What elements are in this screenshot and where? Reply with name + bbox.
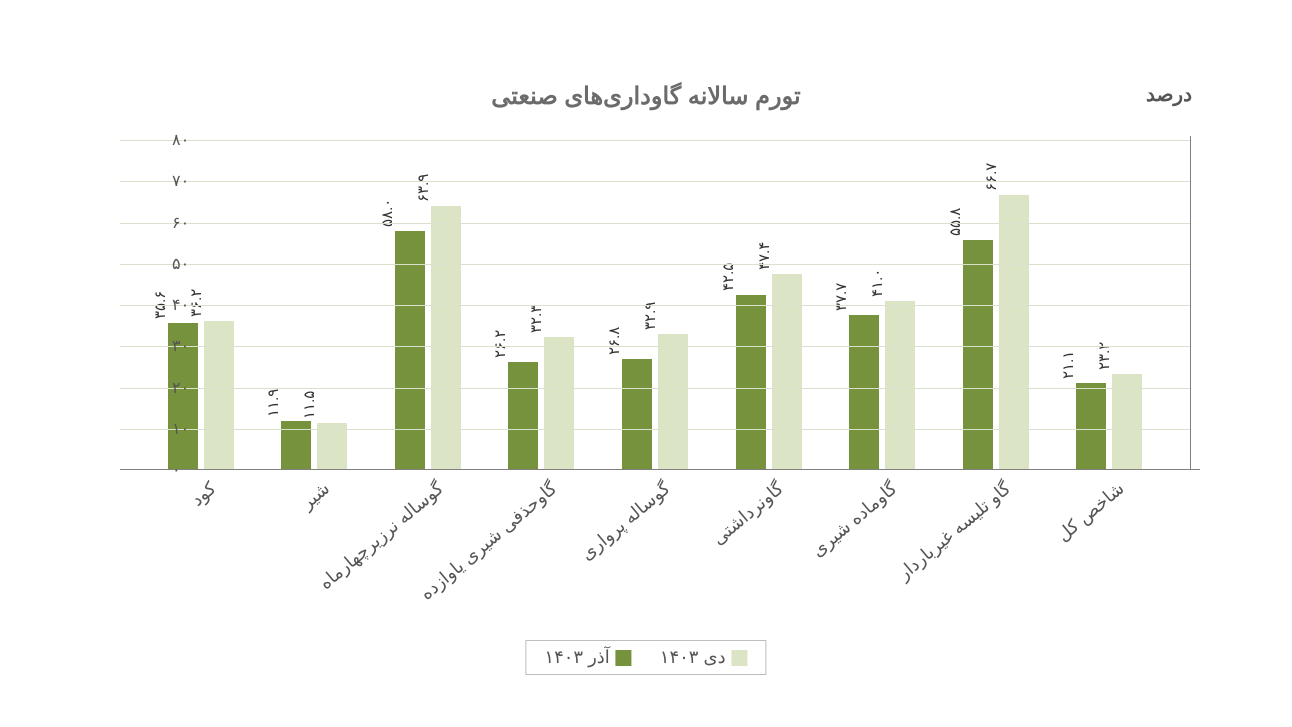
y-tick-label: ۸۰ [172, 130, 212, 150]
legend-swatch-azar [616, 650, 632, 666]
bar-value-label: ۲۱.۱ [1059, 351, 1077, 379]
bar-value-label: ۶۶.۷ [982, 163, 1000, 191]
category-label: گوساله پرواری [577, 478, 675, 565]
chart-canvas: تورم سالانه گاوداری‌های صنعتی درصد ۲۳.۲۲… [0, 0, 1292, 727]
legend: دی ۱۴۰۳ آذر ۱۴۰۳ [525, 640, 766, 675]
bar: ۲۱.۱ [1076, 383, 1106, 470]
legend-item-dey: دی ۱۴۰۳ [660, 647, 748, 668]
y-tick-label: ۱۰ [172, 419, 212, 439]
bar: ۳۲.۳ [544, 337, 574, 470]
category-label: گوساله نرزیرچهارماه [315, 478, 447, 594]
grid-line [120, 429, 1190, 430]
plot-area: ۲۳.۲۲۱.۱۶۶.۷۵۵.۸۴۱.۰۳۷.۷۴۷.۴۴۲.۵۳۲.۹۲۶.۸… [120, 140, 1190, 470]
bar: ۴۷.۴ [772, 274, 802, 470]
bar: ۲۶.۲ [508, 362, 538, 470]
y-tick-label: ۲۰ [172, 378, 212, 398]
bar-value-label: ۳۲.۹ [641, 302, 659, 330]
legend-item-azar: آذر ۱۴۰۳ [544, 647, 631, 668]
y-tick-label: ۳۰ [172, 336, 212, 356]
bar: ۴۲.۵ [736, 295, 766, 470]
bar-value-label: ۳۲.۳ [527, 304, 545, 332]
bar: ۳۷.۷ [849, 315, 879, 471]
bar-value-label: ۱۱.۵ [300, 390, 318, 418]
bar: ۳۲.۹ [658, 334, 688, 470]
grid-line [120, 223, 1190, 224]
grid-line [120, 305, 1190, 306]
category-label: گاونرداشتی [709, 478, 789, 550]
category-label: شاخص کل [1053, 478, 1129, 546]
y-tick-label: ۵۰ [172, 254, 212, 274]
bar: ۶۳.۹ [431, 206, 461, 470]
bar: ۵۵.۸ [963, 240, 993, 470]
bar-value-label: ۲۶.۲ [491, 330, 509, 358]
category-label: گاو تلیسه غیرباردار [894, 478, 1015, 584]
x-axis-line [120, 469, 1200, 470]
category-label: شیر [297, 478, 334, 514]
bar: ۴۱.۰ [885, 301, 915, 470]
bar-value-label: ۴۲.۵ [718, 262, 736, 290]
y-axis-line [1190, 136, 1191, 470]
bar-value-label: ۱۱.۹ [264, 389, 282, 417]
legend-label-azar: آذر ۱۴۰۳ [544, 647, 609, 668]
legend-swatch-dey [732, 650, 748, 666]
bar-value-label: ۴۷.۴ [754, 242, 772, 270]
grid-line [120, 346, 1190, 347]
category-label: کود [187, 478, 220, 511]
x-axis-labels: شاخص کل گاو تلیسه غیرباردارگاوماده شیری گا… [120, 478, 1190, 638]
chart-title: تورم سالانه گاوداری‌های صنعتی [0, 82, 1292, 111]
y-tick-label: ۴۰ [172, 295, 212, 315]
bar-value-label: ۶۳.۹ [414, 174, 432, 202]
y-tick-label: ۶۰ [172, 213, 212, 233]
bar-value-label: ۴۱.۰ [868, 269, 886, 297]
grid-line [120, 181, 1190, 182]
y-tick-label: ۷۰ [172, 171, 212, 191]
bar: ۲۶.۸ [622, 359, 652, 470]
bar-value-label: ۳۷.۷ [832, 282, 850, 310]
bar-value-label: ۲۶.۸ [605, 327, 623, 355]
bar: ۲۳.۲ [1112, 374, 1142, 470]
category-label: گاوماده شیری [808, 478, 902, 561]
grid-line [120, 140, 1190, 141]
grid-line [120, 388, 1190, 389]
legend-label-dey: دی ۱۴۰۳ [660, 647, 726, 668]
y-axis-label: درصد [1146, 82, 1192, 107]
bar: ۵۸.۰ [395, 231, 425, 470]
grid-line [120, 264, 1190, 265]
